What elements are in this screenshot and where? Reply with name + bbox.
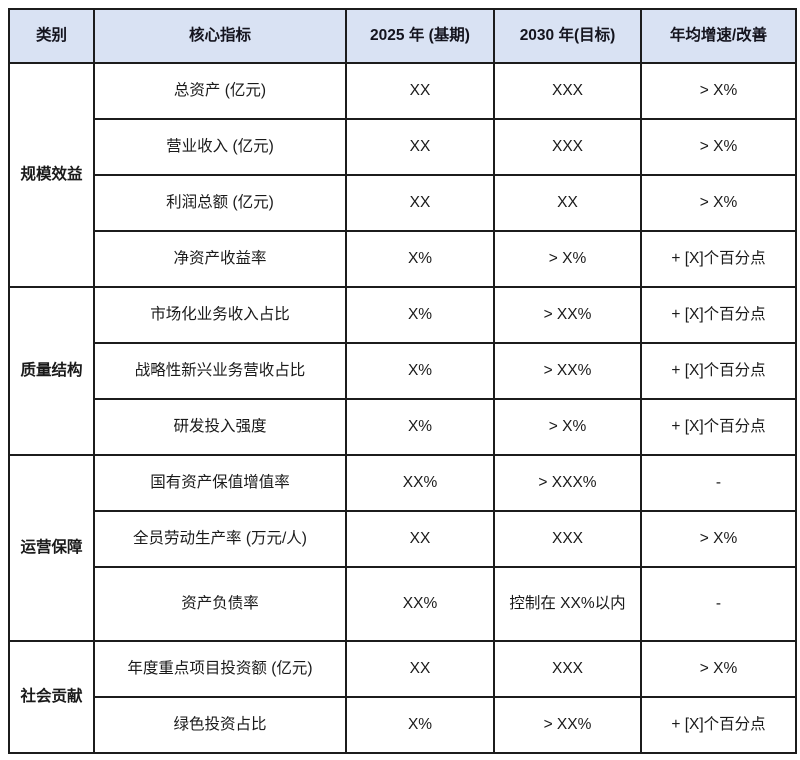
base-cell: XX — [345, 118, 495, 176]
base-cell: XX — [345, 640, 495, 698]
table-row: 营业收入 (亿元) XX XXX > X% — [9, 118, 797, 176]
target-cell: > XX% — [493, 696, 642, 754]
table-row: 规模效益 总资产 (亿元) XX XXX > X% — [8, 62, 797, 288]
growth-cell: + [X]个百分点 — [640, 230, 797, 288]
header-base-year: 2025 年 (基期) — [345, 8, 495, 64]
indicator-cell: 研发投入强度 — [93, 398, 347, 456]
category-cell-quality: 质量结构 — [8, 286, 95, 456]
table-row: 运营保障 国有资产保值增值率 XX% > XXX% - — [8, 454, 797, 642]
base-cell: XX — [345, 174, 495, 232]
growth-cell: > X% — [640, 62, 797, 120]
growth-cell: > X% — [640, 640, 797, 698]
target-cell: > XXX% — [493, 454, 642, 512]
base-cell: XX% — [345, 454, 495, 512]
indicator-cell: 国有资产保值增值率 — [93, 454, 347, 512]
target-cell: XX — [493, 174, 642, 232]
header-category: 类别 — [8, 8, 95, 64]
growth-cell: - — [640, 566, 797, 642]
table-row: 质量结构 市场化业务收入占比 X% > XX% + [X]个百分点 — [8, 286, 797, 456]
target-cell: XXX — [493, 640, 642, 698]
table-row: 绿色投资占比 X% > XX% + [X]个百分点 — [9, 696, 797, 754]
indicator-cell: 绿色投资占比 — [93, 696, 347, 754]
indicator-cell: 营业收入 (亿元) — [93, 118, 347, 176]
base-cell: X% — [345, 230, 495, 288]
growth-cell: + [X]个百分点 — [640, 696, 797, 754]
indicator-cell: 资产负债率 — [93, 566, 347, 642]
table-row: 社会贡献 年度重点项目投资额 (亿元) XX XXX > X% — [8, 640, 797, 754]
target-cell: XXX — [493, 62, 642, 120]
indicator-cell: 总资产 (亿元) — [93, 62, 347, 120]
header-indicator: 核心指标 — [93, 8, 347, 64]
growth-cell: - — [640, 454, 797, 512]
growth-cell: + [X]个百分点 — [640, 398, 797, 456]
kpi-target-table: 类别 核心指标 2025 年 (基期) 2030 年(目标) 年均增速/改善 规… — [8, 8, 797, 754]
category-cell-social: 社会贡献 — [8, 640, 95, 754]
target-cell: > XX% — [493, 342, 642, 400]
header-growth: 年均增速/改善 — [640, 8, 797, 64]
table-row: 战略性新兴业务营收占比 X% > XX% + [X]个百分点 — [9, 342, 797, 400]
indicator-cell: 年度重点项目投资额 (亿元) — [93, 640, 347, 698]
table-row: 全员劳动生产率 (万元/人) XX XXX > X% — [9, 510, 797, 568]
base-cell: X% — [345, 342, 495, 400]
category-cell-scale: 规模效益 — [8, 62, 95, 288]
growth-cell: + [X]个百分点 — [640, 342, 797, 400]
growth-cell: > X% — [640, 118, 797, 176]
table-row: 研发投入强度 X% > X% + [X]个百分点 — [9, 398, 797, 456]
table-row: 资产负债率 XX% 控制在 XX%以内 - — [9, 566, 797, 642]
header-target-year: 2030 年(目标) — [493, 8, 642, 64]
target-cell: > X% — [493, 398, 642, 456]
indicator-cell: 市场化业务收入占比 — [93, 286, 347, 344]
growth-cell: + [X]个百分点 — [640, 286, 797, 344]
indicator-cell: 净资产收益率 — [93, 230, 347, 288]
base-cell: X% — [345, 696, 495, 754]
target-cell: XXX — [493, 510, 642, 568]
target-cell: > X% — [493, 230, 642, 288]
base-cell: XX% — [345, 566, 495, 642]
indicator-cell: 战略性新兴业务营收占比 — [93, 342, 347, 400]
category-cell-operations: 运营保障 — [8, 454, 95, 642]
target-cell: > XX% — [493, 286, 642, 344]
growth-cell: > X% — [640, 510, 797, 568]
table-row: 净资产收益率 X% > X% + [X]个百分点 — [9, 230, 797, 288]
header-row: 类别 核心指标 2025 年 (基期) 2030 年(目标) 年均增速/改善 — [8, 8, 797, 64]
base-cell: X% — [345, 398, 495, 456]
target-cell: 控制在 XX%以内 — [493, 566, 642, 642]
base-cell: XX — [345, 62, 495, 120]
indicator-cell: 利润总额 (亿元) — [93, 174, 347, 232]
table-row: 利润总额 (亿元) XX XX > X% — [9, 174, 797, 232]
target-cell: XXX — [493, 118, 642, 176]
growth-cell: > X% — [640, 174, 797, 232]
base-cell: XX — [345, 510, 495, 568]
base-cell: X% — [345, 286, 495, 344]
indicator-cell: 全员劳动生产率 (万元/人) — [93, 510, 347, 568]
